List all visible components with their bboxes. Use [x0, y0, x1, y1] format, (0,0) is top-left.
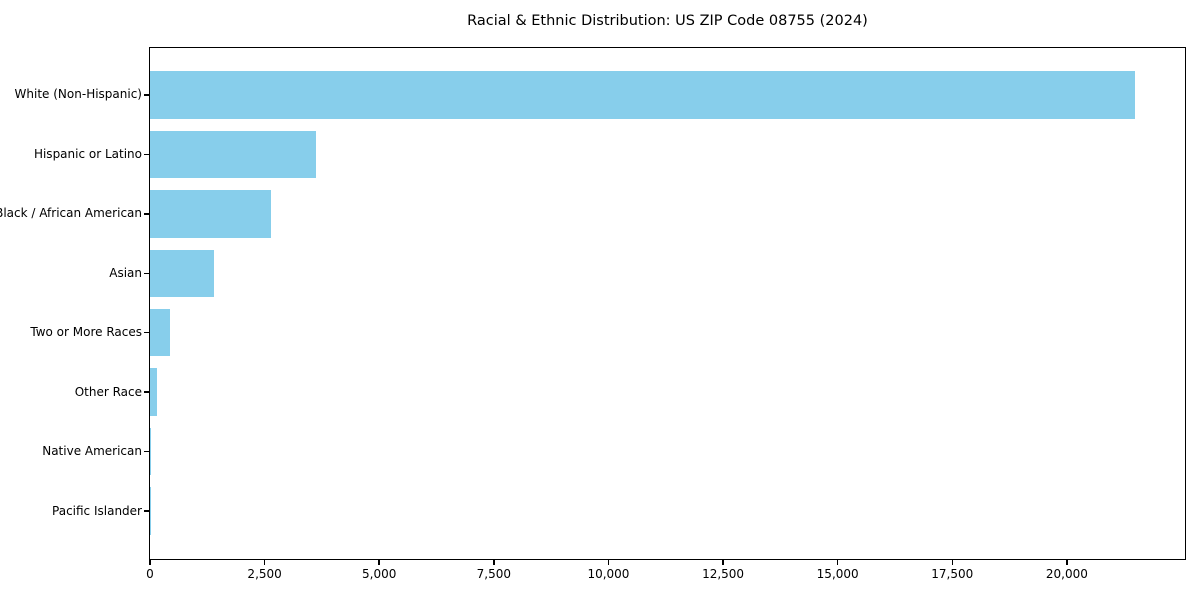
y-axis-tick — [143, 153, 149, 156]
x-axis-tick-label: 0 — [146, 567, 154, 581]
y-axis-tick — [143, 391, 149, 393]
x-axis-tick — [263, 559, 266, 565]
bar — [150, 368, 157, 416]
y-axis-label: Black / African American — [0, 206, 142, 221]
x-axis-tick-label: 2,500 — [247, 567, 282, 581]
x-axis-tick — [951, 559, 954, 565]
x-axis-tick — [722, 559, 724, 565]
x-axis-tick-label: 17,500 — [931, 567, 974, 581]
x-axis-tick-label: 20,000 — [1045, 567, 1088, 581]
x-axis-tick — [149, 559, 151, 565]
x-axis-tick-label: 12,500 — [702, 567, 745, 581]
plot-area: White (Non-Hispanic) Hispanic or Latino Bl… — [0, 47, 1186, 581]
y-axis-label: Pacific Islander — [52, 503, 142, 518]
x-axis-tick-label: 10,000 — [587, 567, 630, 581]
y-axis-label: Two or More Races — [30, 325, 142, 340]
y-axis-label: Hispanic or Latino — [33, 146, 142, 161]
y-axis-label: White (Non-Hispanic) — [14, 87, 142, 102]
x-axis-tick-label: 15,000 — [816, 567, 859, 581]
x-axis-tick-label: 7,500 — [476, 567, 512, 581]
bar — [150, 190, 272, 238]
y-axis-tick — [143, 272, 149, 275]
bar — [150, 249, 214, 298]
x-axis-tick — [836, 559, 839, 565]
y-axis-tick — [143, 331, 149, 334]
y-axis-tick — [143, 510, 149, 512]
y-axis-tick — [143, 94, 149, 96]
chart-title: Racial & Ethnic Distribution: US ZIP Cod… — [467, 13, 868, 29]
y-axis-label: Other Race — [74, 384, 142, 399]
bar — [150, 427, 152, 476]
x-axis-tick-label: 5,000 — [362, 567, 397, 581]
x-axis-tick — [378, 559, 380, 565]
y-axis-tick — [143, 450, 149, 453]
y-axis-label: Asian — [109, 265, 142, 280]
bar — [150, 308, 171, 357]
x-axis-tick — [493, 559, 495, 565]
bar — [150, 130, 317, 179]
y-axis-label: Native American — [42, 444, 142, 459]
x-axis-tick — [607, 559, 610, 565]
bar — [150, 71, 1135, 119]
y-axis-tick — [143, 213, 149, 215]
x-axis-tick — [1066, 559, 1068, 565]
